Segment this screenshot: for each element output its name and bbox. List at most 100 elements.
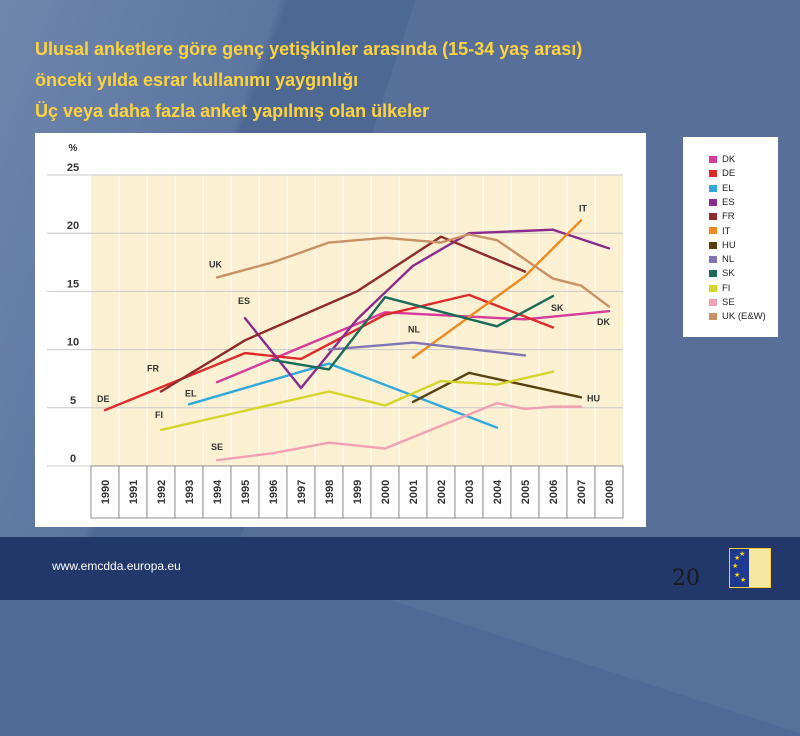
series-label-fi: FI — [155, 410, 163, 420]
logo-star-icon: ★ — [732, 563, 739, 570]
x-tick-label: 2000 — [380, 480, 392, 504]
logo-band — [749, 549, 770, 587]
legend-label: DK — [722, 154, 736, 165]
legend-item: NL — [709, 254, 734, 266]
legend-item: DK — [709, 154, 735, 166]
x-tick-label: 2002 — [436, 480, 448, 504]
x-tick-box — [230, 465, 260, 519]
series-label-el: EL — [185, 388, 197, 398]
x-tick-box — [258, 465, 288, 519]
series-line-nl — [327, 341, 527, 357]
legend-label: FR — [722, 211, 735, 223]
title-line-3: Üç veya daha fazla anket yapılmış olan ü… — [35, 101, 430, 121]
series-label-it: IT — [579, 203, 588, 213]
legend-swatch — [709, 198, 717, 206]
series-line-fr — [159, 235, 527, 393]
legend-swatch — [709, 284, 717, 292]
legend-swatch — [709, 155, 717, 163]
legend-label: SE — [722, 297, 735, 308]
x-tick-box — [454, 465, 484, 519]
legend-item: IT — [709, 226, 730, 238]
legend-label: EL — [722, 182, 734, 194]
legend-item: FI — [709, 283, 730, 295]
series-label-sk: SK — [551, 303, 564, 313]
x-tick-box — [566, 465, 596, 519]
series-line-sk — [271, 294, 555, 371]
logo-star-icon: ★ — [734, 555, 741, 562]
legend-label: HU — [722, 239, 736, 251]
x-tick-label: 2008 — [604, 480, 616, 504]
x-tick-label: 1990 — [100, 480, 112, 504]
footer-url[interactable]: www.emcdda.europa.eu — [52, 559, 181, 573]
x-tick-box — [594, 465, 624, 519]
x-tick-label: 2001 — [408, 480, 420, 504]
x-tick-label: 1993 — [184, 480, 196, 504]
x-tick-label: 2003 — [464, 480, 476, 504]
legend-item: SE — [709, 297, 735, 309]
legend-label: IT — [722, 225, 731, 237]
series-line-se — [215, 401, 583, 462]
series-line-fi — [159, 370, 555, 432]
y-axis-unit-label: % — [69, 143, 78, 154]
x-tick-label: 1992 — [156, 480, 168, 504]
series-line-el — [187, 362, 499, 429]
series-line-uk-e-w — [215, 233, 611, 308]
logo-star-icon: ★ — [739, 551, 746, 558]
legend-swatch — [709, 170, 717, 178]
series-label-fr: FR — [147, 364, 159, 374]
x-tick-label: 1991 — [128, 480, 140, 504]
legend-label: NL — [722, 254, 735, 266]
series-label-se: SE — [211, 442, 223, 452]
series-label-uk: UK — [209, 259, 222, 269]
y-tick-label: 20 — [67, 220, 79, 232]
legend-swatch — [709, 270, 717, 278]
chart-panel: 25 20 15 10 5 0% 1990 1991 1992 1993 1994 1995 1996 1… — [35, 133, 646, 527]
y-tick-label: 10 — [67, 337, 79, 349]
legend-item: FR — [709, 211, 735, 223]
y-tick-label: 0 — [70, 453, 76, 465]
legend-item: ES — [709, 197, 735, 209]
x-tick-label: 1997 — [296, 480, 308, 504]
x-tick-box — [286, 465, 316, 519]
x-tick-box — [482, 465, 512, 519]
emcdda-logo: ★ ★ ★ ★ ★ — [729, 548, 771, 588]
legend-item: SK — [709, 268, 735, 280]
series-label-hu: HU — [587, 393, 600, 403]
x-tick-box — [174, 465, 204, 519]
series-label-de: DE — [97, 394, 110, 404]
y-tick-label: 5 — [70, 395, 76, 407]
series-label-dk: DK — [597, 317, 610, 327]
legend-label: UK (E&W) — [722, 311, 766, 323]
legend-label: FI — [722, 282, 731, 294]
footer-bar — [0, 537, 800, 600]
x-tick-box — [146, 465, 176, 519]
legend-swatch — [709, 256, 717, 264]
series-label-nl: NL — [408, 325, 420, 335]
series-line-it — [411, 219, 583, 359]
logo-star-icon: ★ — [734, 572, 741, 579]
legend-label: ES — [722, 196, 735, 208]
legend-label: DE — [722, 168, 736, 180]
legend-item: EL — [709, 183, 734, 195]
logo-star-icon: ★ — [740, 577, 747, 584]
x-tick-box — [510, 465, 540, 519]
legend-swatch — [709, 298, 717, 306]
series-label-es: ES — [238, 296, 250, 306]
legend-item: DE — [709, 168, 735, 180]
x-tick-label: 1994 — [212, 479, 224, 504]
series-line-es — [243, 228, 611, 390]
line-chart: 25 20 15 10 5 0% 1990 1991 1992 1993 1994 1995 1996 1… — [47, 143, 624, 519]
legend-swatch — [709, 227, 717, 235]
page-number: 20 — [672, 566, 700, 591]
x-tick-box — [426, 465, 456, 519]
legend-swatch — [709, 313, 717, 321]
title-line-1: Ulusal anketlere göre genç yetişkinler a… — [35, 39, 583, 59]
legend-item: UK (E&W) — [709, 311, 766, 323]
x-tick-label: 2006 — [548, 480, 560, 504]
x-tick-label: 2007 — [576, 480, 588, 504]
legend-item: HU — [709, 240, 736, 252]
x-tick-label: 1995 — [240, 480, 252, 504]
y-tick-label: 25 — [67, 162, 79, 174]
title-line-2: önceki yılda esrar kullanımı yaygınlığı — [35, 70, 359, 90]
legend-swatch — [709, 241, 717, 249]
